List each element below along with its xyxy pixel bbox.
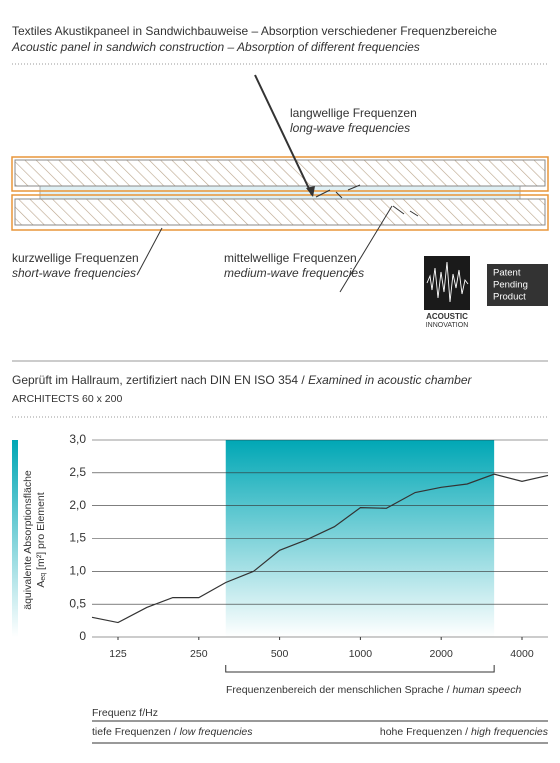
band-label: Frequenzenbereich der menschlichen Sprac… [226, 684, 522, 696]
band-label-de: Frequenzenbereich der menschlichen Sprac… [226, 684, 450, 696]
high-de: hohe Frequenzen / [380, 726, 468, 738]
logo [424, 256, 470, 310]
x-tick-label: 500 [271, 648, 289, 660]
y-tick-label: 3,0 [69, 432, 86, 446]
y-axis-label: äquivalente Absorptionsfläche [22, 470, 34, 610]
band-label-en: human speech [452, 684, 521, 696]
model: ARCHITECTS 60 x 200 [12, 393, 122, 405]
y-axis-label: Aeq [m²] pro Element [35, 492, 47, 587]
low-de: tiefe Frequenzen / [92, 726, 177, 738]
title-en: Acoustic panel in sandwich construction … [11, 40, 420, 54]
x-tick-label: 4000 [510, 648, 534, 660]
badge-text: Patent [493, 268, 521, 279]
heading-en: Examined in acoustic chamber [308, 373, 472, 387]
heading-de: Geprüft im Hallraum, zertifiziert nach D… [12, 373, 305, 387]
logo-text: INNOVATION [426, 322, 469, 329]
panel-diagram [11, 74, 549, 293]
low-en: low frequencies [180, 726, 254, 738]
x-tick-label: 1000 [349, 648, 373, 660]
x-tick-label: 250 [190, 648, 208, 660]
x-axis-label: Frequenz f/Hz [92, 707, 158, 719]
x-tick-label: 125 [109, 648, 127, 660]
section-heading: Geprüft im Hallraum, zertifiziert nach D… [12, 373, 473, 387]
y-tick-label: 2,0 [69, 498, 86, 512]
badge [487, 264, 548, 306]
data-line [91, 473, 549, 624]
high-en: high frequencies [471, 726, 549, 738]
y-label-part: [m²] pro Element [35, 492, 47, 573]
y-tick-label: 0,5 [69, 596, 86, 610]
label: medium-wave frequencies [224, 266, 364, 280]
y-tick-label: 1,0 [69, 564, 86, 578]
y-tick-label: 0 [79, 629, 86, 643]
y-tick-label: 2,5 [69, 465, 86, 479]
x-tick-label: 2000 [430, 648, 454, 660]
y-label-part: eq [40, 573, 47, 581]
label: short-wave frequencies [12, 266, 136, 280]
accent-bar [12, 440, 18, 637]
label: long-wave frequencies [290, 121, 410, 135]
chart: 0 0,5 1,0 1,5 2,0 2,5 3,0 125 250 500 1000 2000 4000 [69, 432, 549, 673]
low-label: tiefe Frequenzen / low frequencies [92, 726, 253, 738]
label: mittelwellige Frequenzen [224, 251, 357, 265]
y-tick-label: 1,5 [69, 531, 86, 545]
band-bracket [225, 665, 495, 673]
label: kurzwellige Frequenzen [12, 251, 139, 265]
logo-text: ACOUSTIC [426, 312, 468, 321]
badge-text: Product [493, 292, 526, 303]
title-de: Textiles Akustikpaneel in Sandwichbauwei… [12, 24, 497, 38]
label: langwellige Frequenzen [290, 106, 417, 120]
badge-text: Pending [493, 280, 528, 291]
high-label: hohe Frequenzen / high frequencies [380, 726, 549, 738]
y-label-part: A [35, 581, 47, 588]
